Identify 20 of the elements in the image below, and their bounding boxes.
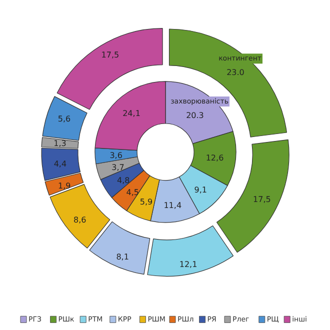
data-label: 4,8	[117, 176, 130, 186]
data-label: 11,4	[164, 200, 182, 210]
data-label: 12,1	[179, 260, 198, 269]
data-label: 17,5	[101, 50, 120, 60]
data-label: 5,6	[58, 114, 71, 124]
data-label: 1,9	[58, 182, 71, 191]
data-label: 24,1	[122, 109, 140, 118]
data-label: 17,5	[253, 195, 271, 204]
data-label: 1,3	[54, 138, 66, 148]
data-label: 3,6	[110, 150, 122, 160]
data-label: 9,1	[194, 186, 207, 195]
data-label: 5,9	[140, 197, 153, 206]
data-label: 8,6	[74, 215, 86, 224]
data-label: 12,6	[206, 153, 224, 162]
data-label: 20.3	[186, 111, 204, 120]
data-label: 8,1	[116, 252, 129, 262]
data-label: 23.0	[226, 68, 244, 78]
data-label: 4,4	[54, 159, 67, 168]
data-label: 4,5	[126, 188, 140, 198]
data-label: 3,7	[112, 163, 124, 172]
